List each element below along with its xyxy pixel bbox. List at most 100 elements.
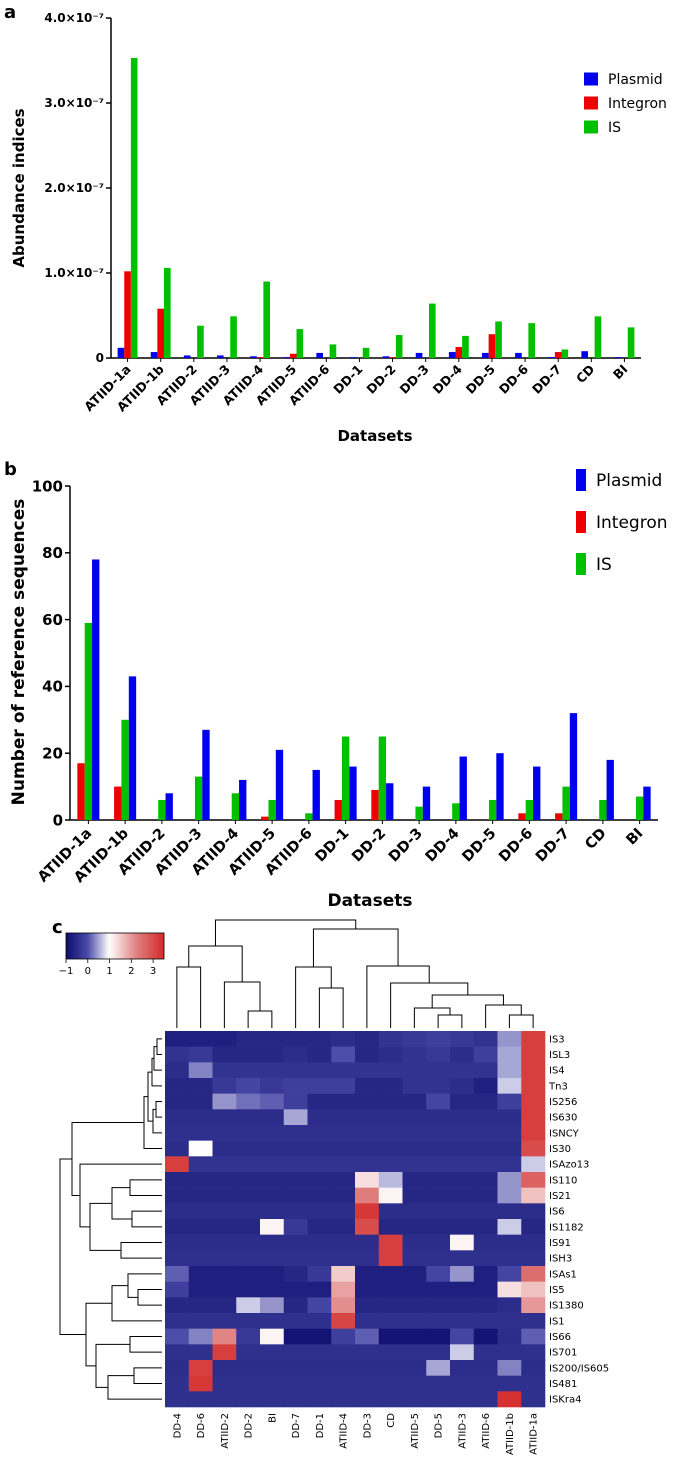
b-bar-integron-dd-2 xyxy=(371,789,379,820)
heatmap-cell-tn3-atiid-5 xyxy=(402,1078,427,1094)
a-legend-label-integron: Integron xyxy=(608,96,667,112)
heatmap-cell-is481-dd-7 xyxy=(283,1375,308,1392)
b-x-tick-label: CD xyxy=(582,826,609,853)
heatmap-cell-isazo13-cd xyxy=(378,1156,403,1173)
heatmap-cell-is110-atiid-1a xyxy=(521,1172,546,1188)
heatmap-cell-is256-dd-6 xyxy=(188,1093,213,1110)
heatmap-cell-is1182-atiid-3 xyxy=(450,1219,475,1235)
heatmap-cell-is481-atiid-1a xyxy=(521,1375,546,1392)
heatmap-cell-is3-dd-7 xyxy=(283,1031,308,1047)
row-link xyxy=(152,1108,162,1134)
heatmap-cell-tn3-atiid-1a xyxy=(521,1078,546,1094)
a-x-axis-title: Datasets xyxy=(337,427,412,445)
b-bar-is-atiid-2 xyxy=(158,799,166,820)
row-link xyxy=(133,1367,162,1384)
a-bar-plasmid-atiid-4 xyxy=(250,356,257,358)
b-bar-integron-dd-1 xyxy=(334,799,342,820)
heatmap-cell-iskra4-atiid-6 xyxy=(473,1391,498,1408)
heatmap-cell-is4-atiid-4 xyxy=(331,1062,356,1079)
heatmap-row-label: IS5 xyxy=(549,1285,565,1296)
heatmap-row-label: IS256 xyxy=(549,1097,577,1108)
row-link xyxy=(85,1302,112,1367)
b-x-axis-title: Datasets xyxy=(327,891,412,911)
heatmap-cell-is3-cd xyxy=(378,1031,403,1047)
row-link xyxy=(95,1343,130,1388)
heatmap-cell-is4-cd xyxy=(378,1062,403,1079)
col-link xyxy=(437,1014,463,1028)
heatmap-cell-is110-dd-7 xyxy=(283,1172,308,1188)
heatmap-cell-is481-atiid-5 xyxy=(402,1375,427,1392)
heatmap-cell-is200-is605-dd-2 xyxy=(236,1360,261,1376)
heatmap-cell-is630-atiid-5 xyxy=(402,1109,427,1126)
heatmap-cell-tn3-cd xyxy=(378,1078,403,1094)
heatmap-cell-isazo13-atiid-1b xyxy=(497,1156,522,1173)
heatmap-cell-is4-dd-2 xyxy=(236,1062,261,1079)
b-bar-is-bi xyxy=(635,796,644,820)
heatmap-cell-ish3-atiid-1a xyxy=(521,1250,546,1267)
heatmap-cell-is66-atiid-4 xyxy=(331,1328,356,1345)
heatmap-cell-is3-dd-6 xyxy=(188,1031,213,1047)
heatmap-cell-is1380-dd-5 xyxy=(426,1297,451,1314)
heatmap-cell-is91-dd-1 xyxy=(307,1234,332,1251)
heatmap-row-label: IS1182 xyxy=(549,1222,584,1233)
heatmap-column-label: ATIID-4 xyxy=(339,1413,350,1449)
b-legend-label-integron: Integron xyxy=(596,513,668,533)
heatmap-cell-is21-dd-3 xyxy=(355,1187,380,1204)
heatmap-cell-tn3-dd-3 xyxy=(355,1078,380,1094)
a-bar-is-dd-3 xyxy=(429,303,436,358)
heatmap-cell-isazo13-dd-2 xyxy=(236,1156,261,1173)
heatmap-cell-is1380-atiid-5 xyxy=(402,1297,427,1314)
heatmap-cell-isas1-atiid-1a xyxy=(521,1266,546,1282)
heatmap-cell-is630-atiid-2 xyxy=(212,1109,237,1126)
a-bar-is-atiid-6 xyxy=(329,344,337,358)
b-x-tick-label: DD-3 xyxy=(386,826,426,866)
a-bar-is-dd-1 xyxy=(362,347,370,358)
a-bar-is-atiid-3 xyxy=(230,316,237,358)
heatmap-cell-isas1-atiid-5 xyxy=(402,1266,427,1282)
col-link xyxy=(413,1007,451,1028)
b-bar-plasmid-dd-7 xyxy=(569,713,578,820)
heatmap-cell-is1-bi xyxy=(260,1313,285,1329)
a-bar-is-cd xyxy=(594,316,602,358)
heatmap-cell-is6-atiid-5 xyxy=(402,1203,427,1220)
heatmap-row-label: IS701 xyxy=(549,1348,577,1359)
heatmap-cell-is630-atiid-6 xyxy=(473,1109,498,1126)
b-x-tick-label: BI xyxy=(624,826,647,849)
color-scale-tick-label: −1 xyxy=(59,966,74,977)
heatmap-cell-is1182-atiid-1b xyxy=(497,1219,522,1235)
heatmap-cell-is21-atiid-3 xyxy=(450,1187,475,1204)
heatmap-cell-is630-dd-2 xyxy=(236,1109,261,1126)
b-y-tick-label: 60 xyxy=(42,611,63,629)
heatmap-cell-iskra4-atiid-2 xyxy=(212,1391,237,1408)
heatmap-cell-is256-atiid-6 xyxy=(473,1093,498,1110)
heatmap-cell-is256-atiid-1a xyxy=(521,1093,546,1110)
b-legend-swatch-plasmid xyxy=(576,469,586,491)
heatmap-cell-is66-bi xyxy=(260,1328,285,1345)
heatmap-cell-is21-cd xyxy=(378,1187,403,1204)
heatmap-cell-is110-dd-6 xyxy=(188,1172,213,1188)
heatmap-cell-is200-is605-dd-7 xyxy=(283,1360,308,1376)
col-link xyxy=(247,1010,273,1028)
heatmap-cell-is1-atiid-3 xyxy=(450,1313,475,1329)
heatmap-cell-is21-atiid-1a xyxy=(521,1187,546,1204)
heatmap-cell-isas1-dd-6 xyxy=(188,1266,213,1282)
b-bar-integron-atiid-5 xyxy=(261,816,269,820)
heatmap-cell-isas1-dd-5 xyxy=(426,1266,451,1282)
a-bar-is-dd-5 xyxy=(495,321,502,358)
heatmap-cell-is200-is605-atiid-6 xyxy=(473,1360,498,1376)
row-link xyxy=(107,1375,162,1400)
b-x-tick-label: DD-4 xyxy=(423,826,463,866)
heatmap-row-label: ISL3 xyxy=(549,1050,570,1061)
b-bar-plasmid-dd-4 xyxy=(459,756,467,820)
heatmap-cell-is256-dd-2 xyxy=(236,1093,261,1110)
heatmap-cell-is1182-atiid-1a xyxy=(521,1219,546,1235)
heatmap-cell-is6-atiid-1a xyxy=(521,1203,546,1220)
heatmap-cell-is3-dd-2 xyxy=(236,1031,261,1047)
heatmap-cell-is256-dd-1 xyxy=(307,1093,332,1110)
a-x-tick-label: DD-5 xyxy=(463,362,498,397)
heatmap-cell-is481-atiid-3 xyxy=(450,1375,475,1392)
heatmap-cell-is481-dd-6 xyxy=(188,1375,213,1392)
heatmap-cell-ish3-dd-6 xyxy=(188,1250,213,1267)
heatmap-cell-tn3-atiid-3 xyxy=(450,1078,475,1094)
heatmap-cell-is1-cd xyxy=(378,1313,403,1329)
